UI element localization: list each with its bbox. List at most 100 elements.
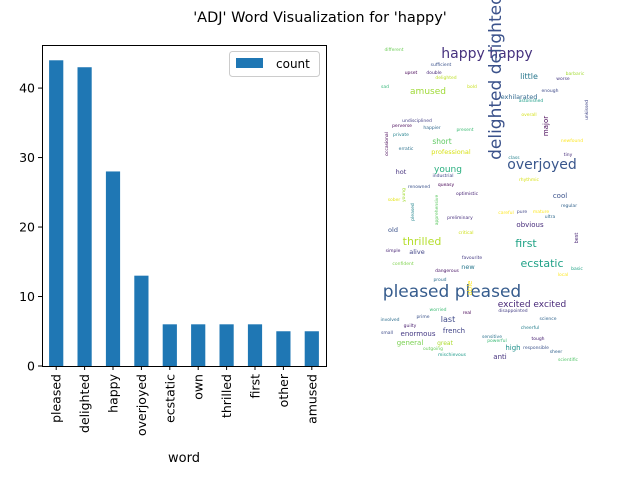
cloud-word: involved (380, 317, 399, 323)
legend-box (229, 51, 320, 77)
cloud-word: perverse (392, 123, 412, 129)
cloud-word: astonished (519, 98, 544, 104)
bar-delighted (77, 67, 92, 366)
legend-label: count (276, 57, 310, 71)
x-axis-label: word (168, 451, 200, 466)
cloud-word: young (434, 165, 462, 175)
cloud-word: professional (431, 148, 471, 156)
y-tick-label: 40 (19, 81, 35, 96)
cloud-word: dangerous (435, 268, 459, 274)
cloud-word: industrial (432, 173, 453, 179)
cloud-word: ecstatic (520, 257, 563, 270)
cloud-word: renowned (408, 184, 430, 190)
cloud-word: happier (423, 125, 440, 131)
bar-amused (304, 331, 319, 366)
cloud-word: scientific (558, 357, 579, 363)
legend: count (229, 51, 320, 77)
cloud-word: pleased (410, 203, 416, 221)
x-tick-label-delighted: delighted (77, 374, 92, 433)
bar-pleased (49, 60, 64, 367)
cloud-word: sensitive (482, 334, 502, 340)
x-tick-label-thrilled: thrilled (219, 374, 234, 418)
axes-frame (42, 45, 327, 367)
bar-ecstatic (162, 324, 177, 366)
cloud-word: erratic (399, 146, 414, 152)
y-tick-label: 10 (19, 289, 35, 304)
cloud-word: hot (396, 168, 407, 176)
cloud-word: old (388, 226, 398, 234)
cloud-word: amused (410, 87, 446, 97)
bar-first (247, 324, 263, 366)
cloud-word: sufficient (431, 62, 452, 68)
cloud-word: new (461, 263, 475, 271)
cloud-word: obvious (516, 221, 544, 229)
cloud-word: barbaric (566, 71, 585, 77)
cloud-word: general (397, 339, 424, 347)
cloud-word: newfound (561, 138, 583, 144)
cloud-word: careful (498, 210, 513, 216)
cloud-word: local (558, 272, 569, 278)
cloud-word: enormous (401, 330, 436, 338)
y-tick-label: 0 (27, 359, 35, 374)
cloud-word: cheerful (521, 325, 539, 331)
cloud-word: delighted delighted (486, 0, 506, 160)
y-tick-label: 20 (19, 220, 35, 235)
cloud-word: alive (409, 248, 424, 256)
cloud-word: excited excited (498, 300, 566, 310)
x-tick-label-ecstatic: ecstatic (162, 374, 177, 423)
cloud-word: exhilarated (501, 93, 538, 101)
cloud-word: outgoing (423, 346, 443, 352)
cloud-word: sober (388, 197, 401, 203)
bar-happy (105, 171, 121, 366)
cloud-word: disappointed (498, 308, 527, 314)
cloud-word: responsible (523, 345, 549, 351)
y-tick-label: 30 (19, 150, 35, 165)
cloud-word: preliminary (447, 215, 473, 221)
cloud-word: first (515, 237, 537, 250)
cloud-word: worried (430, 307, 447, 313)
cloud-word: major (542, 116, 550, 136)
cloud-word: different (384, 47, 403, 53)
cloud-word: bold (467, 84, 477, 90)
cloud-word: queasy (438, 183, 455, 188)
cloud-word: double (426, 70, 442, 76)
cloud-word: unkissed (584, 100, 590, 120)
cloud-word: happy happy (441, 46, 532, 62)
cloud-word: tough (531, 336, 544, 342)
cloud-word: prime (416, 314, 429, 320)
cloud-word: private (393, 132, 409, 138)
cloud-word: french (443, 327, 465, 335)
cloud-word: regular (561, 203, 577, 209)
cloud-word: overall (521, 112, 536, 118)
cloud-word: mature (533, 209, 550, 215)
cloud-word: cool (553, 192, 567, 200)
cloud-word: ultra (545, 214, 556, 220)
cloud-word: sheer (550, 349, 563, 355)
bar-chart: 0 10 20 30 40 pleased delighted happy overjoyed… (19, 45, 327, 466)
cloud-word: able (466, 281, 474, 296)
cloud-word: thrilled (403, 235, 442, 248)
cloud-word: present (456, 127, 473, 133)
cloud-word: high (505, 344, 520, 352)
x-tick-label-first: first (248, 374, 263, 399)
x-tick-label-other: other (276, 373, 291, 407)
cloud-word: favourite (462, 255, 482, 261)
x-tick-label-overjoyed: overjoyed (134, 374, 149, 436)
cloud-word: great (437, 340, 454, 347)
cloud-word: anti (493, 353, 506, 361)
cloud-word: overjoyed (507, 157, 576, 173)
x-tick-label-amused: amused (304, 374, 319, 424)
cloud-word: small (381, 330, 393, 336)
cloud-word: undisciplined (402, 118, 432, 124)
cloud-word: sad (381, 84, 389, 90)
cloud-word: simple (386, 248, 401, 254)
x-tick-label-happy: happy (106, 373, 121, 412)
x-tick-label-pleased: pleased (49, 374, 64, 423)
cloud-word: little (520, 72, 538, 81)
cloud-word: science (540, 316, 557, 322)
cloud-word: pure (517, 209, 527, 215)
cloud-word: last (441, 315, 455, 324)
cloud-word: rhythmic (519, 177, 540, 183)
